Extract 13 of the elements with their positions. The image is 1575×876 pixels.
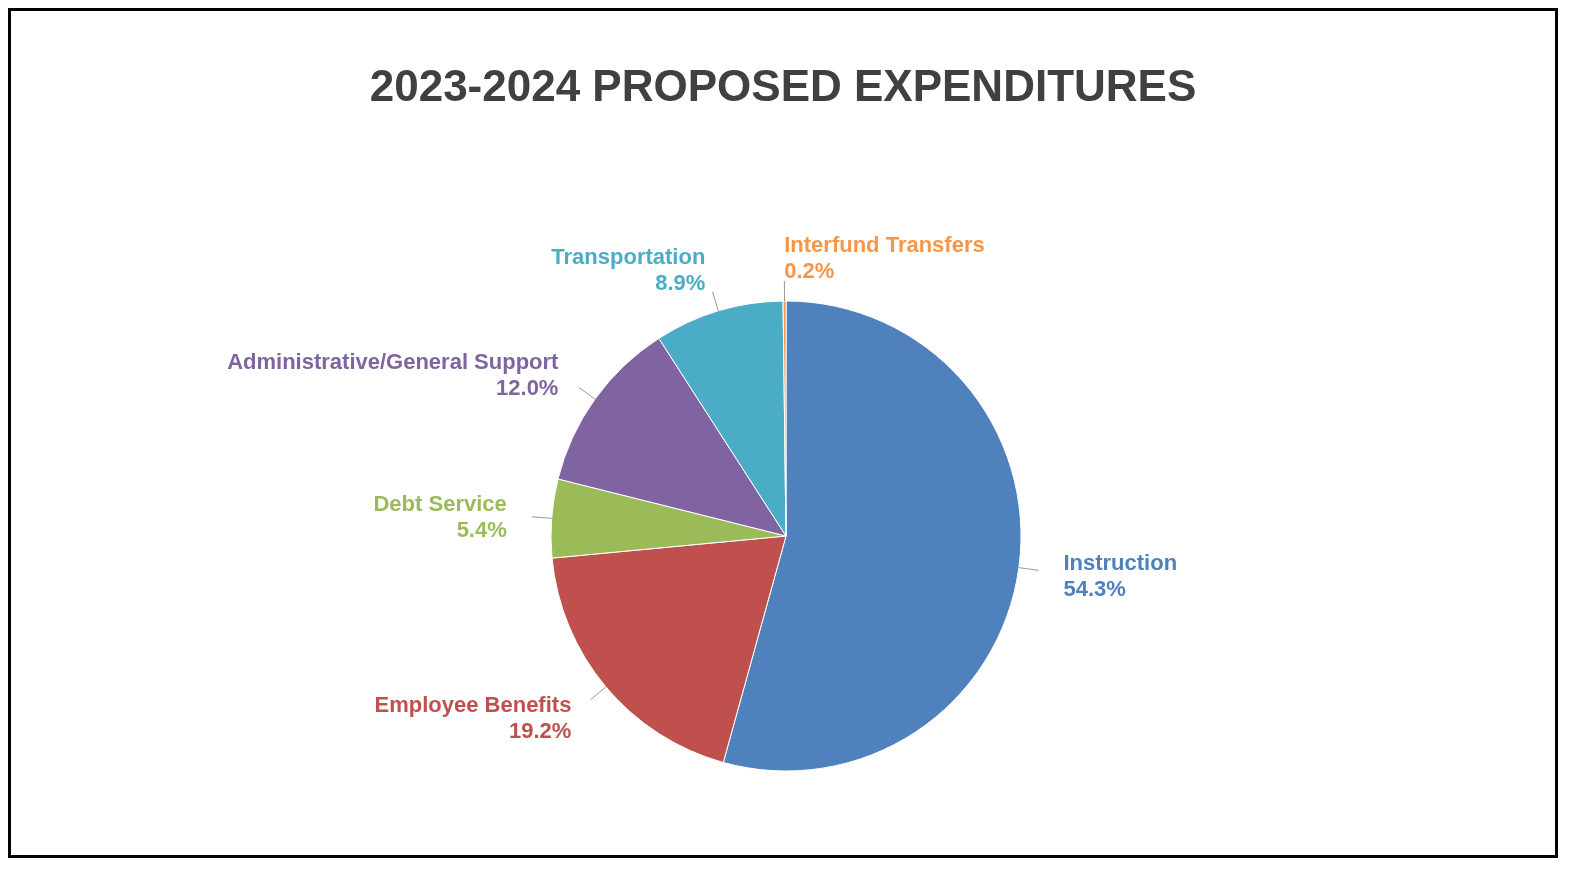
chart-title: 2023-2024 PROPOSED EXPENDITURES bbox=[368, 60, 1198, 111]
slice-label: Transportation bbox=[551, 243, 706, 269]
slice-label: Employee Benefits bbox=[374, 691, 572, 717]
data-label: 54.3% bbox=[1063, 575, 1126, 601]
data-label: 8.9% bbox=[655, 269, 706, 295]
data-label: 19.2% bbox=[508, 717, 572, 743]
slice-label: Instruction bbox=[1063, 549, 1178, 575]
slice-label: Interfund Transfers bbox=[784, 232, 985, 258]
data-label: 12.0% bbox=[496, 374, 559, 400]
slice-label: Debt Service bbox=[373, 490, 507, 516]
slice-label: Administrative/General Support bbox=[227, 348, 560, 374]
data-label: 0.2% bbox=[784, 258, 835, 284]
data-label: 5.4% bbox=[456, 516, 507, 542]
